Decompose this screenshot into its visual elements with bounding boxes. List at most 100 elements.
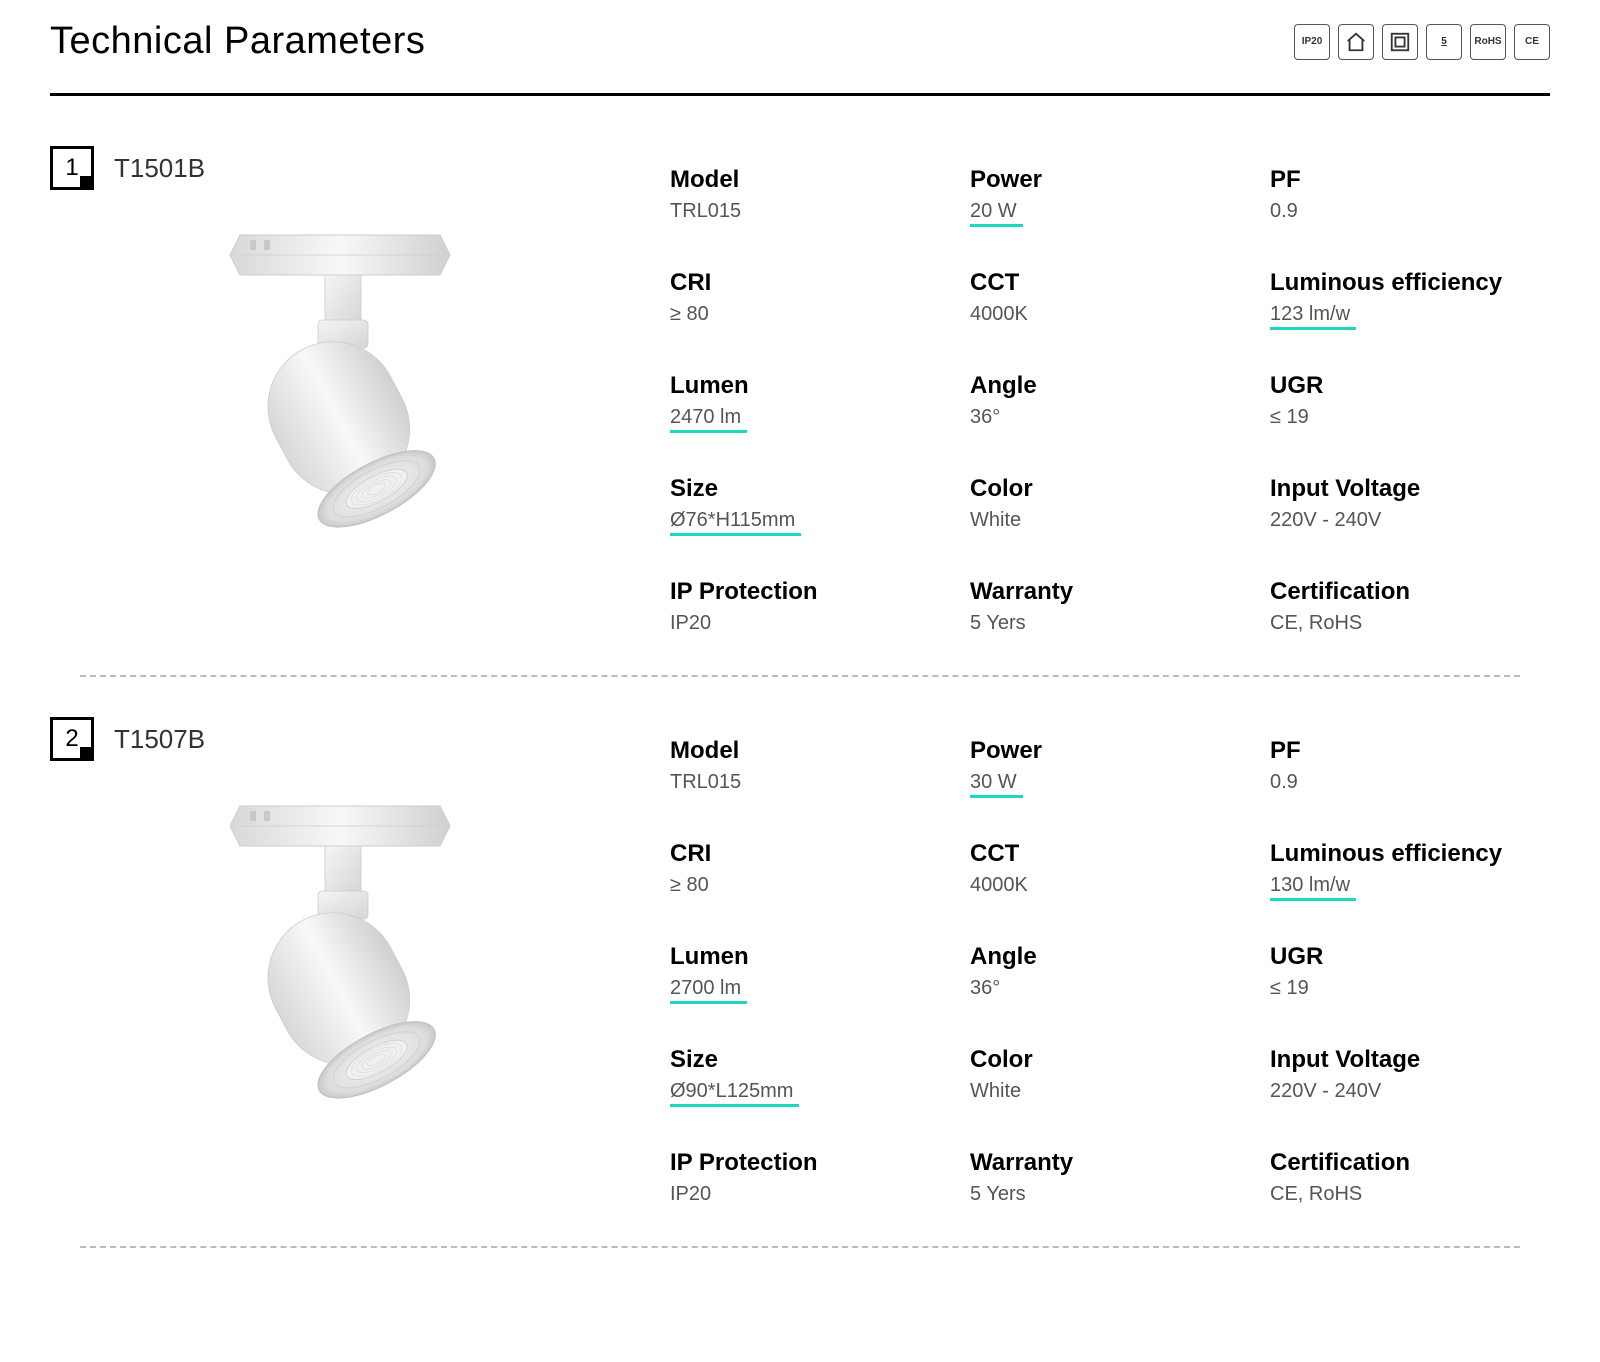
- spec-cert: Certification CE, RoHS: [1270, 1149, 1550, 1206]
- spec-value: 220V - 240V: [1270, 509, 1381, 532]
- page-title: Technical Parameters: [50, 20, 425, 63]
- spec-warranty: Warranty 5 Yers: [970, 578, 1250, 635]
- spec-ip: IP Protection IP20: [670, 578, 950, 635]
- product-number: 1: [50, 146, 94, 190]
- ce-icon: CE: [1514, 24, 1550, 60]
- spec-value: 4000K: [970, 874, 1028, 897]
- product-block: 1T1501B ModelTRL015Power20 WPF0.9CRI≥: [50, 136, 1550, 675]
- spec-cri: CRI ≥ 80: [670, 840, 950, 901]
- spec-value: 0.9: [1270, 200, 1298, 223]
- spec-angle: Angle 36°: [970, 943, 1250, 1004]
- spec-value: 2700 lm: [670, 977, 747, 1004]
- spec-label: IP Protection: [670, 578, 950, 606]
- spec-value: 5 Yers: [970, 612, 1026, 635]
- spec-ugr: UGR ≤ 19: [1270, 372, 1550, 433]
- spec-cct: CCT 4000K: [970, 840, 1250, 901]
- spec-value: 123 lm/w: [1270, 303, 1356, 330]
- warranty5-icon: 5: [1426, 24, 1462, 60]
- header-divider: [50, 93, 1550, 96]
- spec-value: 4000K: [970, 303, 1028, 326]
- spec-value: ≤ 19: [1270, 406, 1309, 429]
- spec-value: 220V - 240V: [1270, 1080, 1381, 1103]
- product-image: [50, 210, 630, 540]
- cert-icon-row: IP20 5 RoHS CE: [1294, 24, 1550, 60]
- spec-pf: PF 0.9: [1270, 737, 1550, 798]
- spec-value: Ø76*H115mm: [670, 509, 801, 536]
- spec-value: 2470 lm: [670, 406, 747, 433]
- spec-label: Color: [970, 1046, 1250, 1074]
- spec-value: Ø90*L125mm: [670, 1080, 799, 1107]
- product-block: 2T1507B ModelTRL015Power30 WPF0.9CRI≥: [50, 707, 1550, 1246]
- spec-label: Lumen: [670, 943, 950, 971]
- spec-value: CE, RoHS: [1270, 612, 1362, 635]
- spec-power: Power 30 W: [970, 737, 1250, 798]
- spec-model: ModelTRL015: [670, 166, 950, 227]
- indoor-icon: [1338, 24, 1374, 60]
- ip20-icon: IP20: [1294, 24, 1330, 60]
- product-divider: [80, 1246, 1520, 1248]
- spec-label: Warranty: [970, 578, 1250, 606]
- spec-lumen: Lumen 2700 lm: [670, 943, 950, 1004]
- product-image: [50, 781, 630, 1111]
- spec-label: Luminous efficiency: [1270, 269, 1550, 297]
- spec-label: Input Voltage: [1270, 475, 1550, 503]
- spec-value: 130 lm/w: [1270, 874, 1356, 901]
- spec-voltage: Input Voltage 220V - 240V: [1270, 475, 1550, 536]
- spec-label: Color: [970, 475, 1250, 503]
- spec-label: CRI: [670, 269, 950, 297]
- spec-label: Certification: [1270, 1149, 1550, 1177]
- spec-eff: Luminous efficiency 130 lm/w: [1270, 840, 1550, 901]
- spec-ugr: UGR ≤ 19: [1270, 943, 1550, 1004]
- spec-cct: CCT4000K: [970, 269, 1250, 330]
- spec-voltage: Input Voltage 220V - 240V: [1270, 1046, 1550, 1107]
- spec-color: Color White: [970, 1046, 1250, 1107]
- product-sku: T1507B: [114, 724, 205, 755]
- spec-label: Angle: [970, 943, 1250, 971]
- spec-label: PF: [1270, 737, 1550, 765]
- spec-value: 30 W: [970, 771, 1023, 798]
- spec-cert: Certification CE, RoHS: [1270, 578, 1550, 635]
- spec-value: White: [970, 509, 1021, 532]
- spec-value: White: [970, 1080, 1021, 1103]
- spec-label: Luminous efficiency: [1270, 840, 1550, 868]
- product-sku: T1501B: [114, 153, 205, 184]
- spec-value: ≥ 80: [670, 874, 709, 897]
- spec-label: Model: [670, 737, 950, 765]
- spec-value: 5 Yers: [970, 1183, 1026, 1206]
- spec-label: CCT: [970, 840, 1250, 868]
- spec-label: PF: [1270, 166, 1550, 194]
- spec-value: IP20: [670, 1183, 711, 1206]
- spec-value: 0.9: [1270, 771, 1298, 794]
- spec-label: Power: [970, 166, 1250, 194]
- class2-icon: [1382, 24, 1418, 60]
- spec-label: Input Voltage: [1270, 1046, 1550, 1074]
- product-number: 2: [50, 717, 94, 761]
- spec-label: Lumen: [670, 372, 950, 400]
- spec-lumen: Lumen 2470 lm: [670, 372, 950, 433]
- spec-cri: CRI ≥ 80: [670, 269, 950, 330]
- spec-model: Model TRL015: [670, 737, 950, 798]
- spec-label: Certification: [1270, 578, 1550, 606]
- spec-power: Power 20 W: [970, 166, 1250, 227]
- spec-size: SizeØ90*L125mm: [670, 1046, 950, 1107]
- spec-value: ≥ 80: [670, 303, 709, 326]
- product-divider: [80, 675, 1520, 677]
- spec-angle: Angle36°: [970, 372, 1250, 433]
- spec-value: TRL015: [670, 771, 741, 794]
- spec-ip: IP Protection IP20: [670, 1149, 950, 1206]
- spec-value: 36°: [970, 977, 1000, 1000]
- rohs-icon: RoHS: [1470, 24, 1506, 60]
- spec-label: IP Protection: [670, 1149, 950, 1177]
- spec-pf: PF 0.9: [1270, 166, 1550, 227]
- spec-value: 20 W: [970, 200, 1023, 227]
- spec-value: IP20: [670, 612, 711, 635]
- spec-value: 36°: [970, 406, 1000, 429]
- spec-label: UGR: [1270, 943, 1550, 971]
- spec-label: Power: [970, 737, 1250, 765]
- spec-label: UGR: [1270, 372, 1550, 400]
- spec-value: CE, RoHS: [1270, 1183, 1362, 1206]
- spec-value: ≤ 19: [1270, 977, 1309, 1000]
- spec-label: Size: [670, 475, 950, 503]
- spec-size: Size Ø76*H115mm: [670, 475, 950, 536]
- spec-label: CRI: [670, 840, 950, 868]
